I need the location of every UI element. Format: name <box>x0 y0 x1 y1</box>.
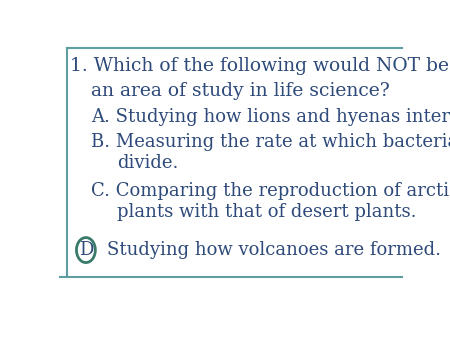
Text: divide.: divide. <box>117 154 179 172</box>
Text: C. Comparing the reproduction of arctic: C. Comparing the reproduction of arctic <box>91 183 450 200</box>
Text: D: D <box>79 241 93 259</box>
Text: plants with that of desert plants.: plants with that of desert plants. <box>117 203 417 221</box>
Text: B. Measuring the rate at which bacteria: B. Measuring the rate at which bacteria <box>91 133 450 151</box>
Text: an area of study in life science?: an area of study in life science? <box>91 82 390 100</box>
Text: 1. Which of the following would NOT be: 1. Which of the following would NOT be <box>70 57 449 75</box>
Text: A. Studying how lions and hyenas interact.: A. Studying how lions and hyenas interac… <box>91 108 450 126</box>
Text: Studying how volcanoes are formed.: Studying how volcanoes are formed. <box>107 241 441 259</box>
